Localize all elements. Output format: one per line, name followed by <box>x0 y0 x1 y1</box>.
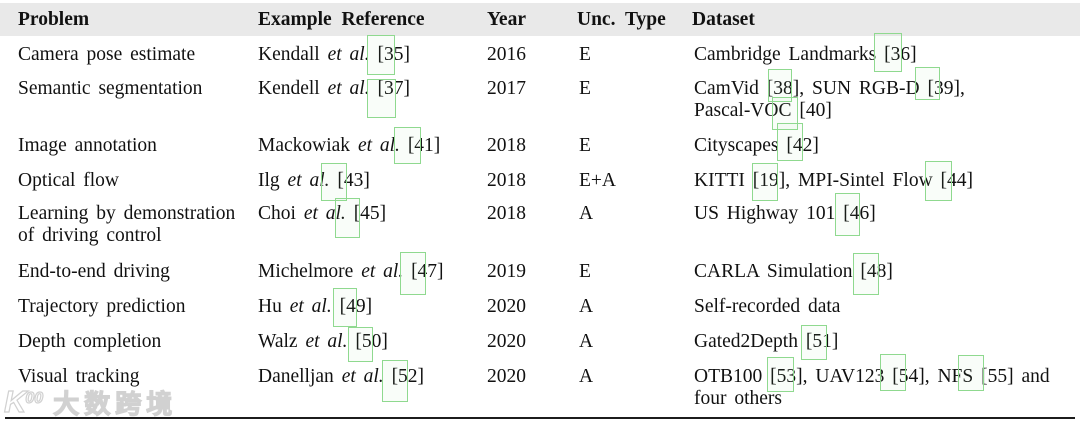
year-cell: 2020 <box>487 331 526 352</box>
watermark-brand-text: 大数跨境 <box>53 388 178 419</box>
column-header-example-reference: Example Reference <box>258 9 425 30</box>
citation-box <box>752 163 778 201</box>
citation-box <box>853 253 879 295</box>
uncertainty-type-cell: E <box>579 78 591 99</box>
reference-cell: Kendell et al. [37] <box>258 78 410 99</box>
year-cell: 2016 <box>487 44 526 65</box>
problem-cell: Visual tracking <box>18 366 140 387</box>
dataset-cell: Cityscapes [42] <box>694 135 819 156</box>
dataset-cell: OTB100 [53], UAV123 [54], NFS [55] and fo… <box>694 366 1050 409</box>
reference-cell: Michelmore et al. [47] <box>258 261 444 282</box>
problem-cell: Optical flow <box>18 170 120 191</box>
problem-cell: Semantic segmentation <box>18 78 203 99</box>
citation-number: [37] <box>377 78 410 99</box>
citation-box <box>333 288 357 327</box>
citation-box <box>367 35 395 75</box>
citation-box <box>801 325 827 360</box>
citation-box <box>394 127 421 164</box>
column-header-unc-type: Unc. Type <box>577 9 666 30</box>
citation-number: [49] <box>339 296 373 317</box>
year-cell: 2019 <box>487 261 526 282</box>
dataset-cell: Gated2Depth [51] <box>694 331 839 352</box>
problem-cell: Image annotation <box>18 135 157 156</box>
uncertainty-type-cell: E <box>579 135 591 156</box>
citation-number: [43] <box>337 170 370 191</box>
problem-cell: Learning by demonstration of driving cont… <box>18 203 236 246</box>
table-bottom-border <box>5 417 1075 419</box>
citation-number: [41] <box>407 135 441 156</box>
problem-cell: Depth completion <box>18 331 162 352</box>
citation-box <box>958 355 984 391</box>
uncertainty-type-cell: A <box>579 331 594 352</box>
reference-cell: Hu et al. [49] <box>258 296 373 317</box>
citation-number: [35] <box>377 44 410 65</box>
citation-box <box>915 67 940 100</box>
reference-cell: Danelljan et al. [52] <box>258 366 425 387</box>
citation-box <box>382 360 408 402</box>
citation-box <box>400 252 426 295</box>
watermark-logo-icon: K00 <box>3 383 44 419</box>
year-cell: 2018 <box>487 203 526 224</box>
reference-cell: Choi et al. [45] <box>258 203 387 224</box>
dataset-cell: Cambridge Landmarks [36] <box>694 44 917 65</box>
citation-box <box>367 79 396 118</box>
citation-box <box>835 193 860 236</box>
citation-box <box>880 354 906 391</box>
uncertainty-type-cell: E <box>579 44 591 65</box>
year-cell: 2020 <box>487 366 526 387</box>
citation-number: [45] <box>353 203 387 224</box>
citation-box <box>925 161 952 201</box>
uncertainty-type-cell: A <box>579 203 594 224</box>
citation-box <box>348 327 373 362</box>
year-cell: 2018 <box>487 170 526 191</box>
uncertainty-type-cell: A <box>579 366 594 387</box>
problem-cell: Camera pose estimate <box>18 44 196 65</box>
year-cell: 2018 <box>487 135 526 156</box>
year-cell: 2017 <box>487 78 526 99</box>
citation-number: [50] <box>355 331 388 352</box>
dataset-cell: KITTI [19], MPI-Sintel Flow [44] <box>694 170 974 191</box>
citation-box <box>777 123 803 161</box>
reference-cell: Walz et al. [50] <box>258 331 388 352</box>
column-header-dataset: Dataset <box>692 9 755 30</box>
reference-cell: Mackowiak et al. [41] <box>258 135 441 156</box>
column-header-problem: Problem <box>18 9 90 30</box>
reference-cell: Ilg et al. [43] <box>258 170 370 191</box>
column-header-year: Year <box>487 9 526 30</box>
uncertainty-type-cell: E <box>579 261 591 282</box>
uncertainty-type-cell: E+A <box>579 170 616 191</box>
reference-cell: Kendall et al. [35] <box>258 44 410 65</box>
dataset-cell: CARLA Simulation [48] <box>694 261 893 282</box>
uncertainty-type-cell: A <box>579 296 594 317</box>
problem-cell: Trajectory prediction <box>18 296 186 317</box>
citation-box <box>768 69 792 102</box>
table-header-row: Problem Example Reference Year Unc. Type… <box>0 3 1080 36</box>
dataset-cell: US Highway 101 [46] <box>694 203 876 224</box>
citation-box <box>321 163 347 201</box>
citation-box <box>767 357 794 392</box>
citation-box <box>874 33 902 72</box>
dataset-cell: Self-recorded data <box>694 296 841 317</box>
problem-cell: End-to-end driving <box>18 261 170 282</box>
year-cell: 2020 <box>487 296 526 317</box>
citation-number: [47] <box>411 261 444 282</box>
citation-box <box>772 97 798 130</box>
watermark: K00 大数跨境 <box>3 383 178 419</box>
citation-box <box>335 198 360 238</box>
